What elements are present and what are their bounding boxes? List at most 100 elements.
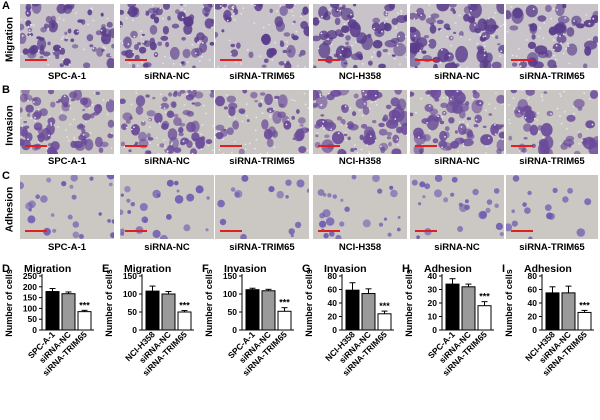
bar	[177, 311, 192, 331]
bar	[345, 289, 360, 331]
panel-letter: E	[102, 263, 109, 275]
scale-bar	[415, 59, 437, 61]
significance-label: ***	[179, 301, 190, 311]
scale-bar	[318, 230, 340, 232]
y-tick-label: 0	[432, 325, 437, 335]
y-tick-label: 40	[428, 271, 438, 281]
bar	[145, 290, 160, 331]
y-tick-label: 20	[528, 312, 538, 322]
y-tick-label: 50	[28, 314, 38, 324]
micrograph-migration-3	[215, 4, 309, 68]
scale-bar	[25, 59, 47, 61]
y-tick-label: 250	[23, 271, 37, 281]
panel-letter: F	[202, 263, 209, 275]
y-tick-label: 60	[528, 285, 538, 295]
micrograph-migration-2	[120, 4, 214, 68]
chart-title: Adhesion	[524, 263, 572, 275]
micrograph-migration-4	[313, 4, 407, 68]
chart-title: Migration	[24, 263, 71, 275]
y-axis-label: Number of cells	[4, 269, 14, 337]
micrograph-caption: SPC-A-1	[47, 242, 86, 253]
panel-letter: I	[502, 263, 505, 275]
bar	[561, 292, 576, 331]
y-tick-label: 150	[23, 293, 37, 303]
y-tick-label: 40	[328, 298, 338, 308]
micrograph-invasion-6	[506, 90, 598, 154]
y-tick-label: 150	[123, 271, 137, 281]
bar	[45, 291, 60, 331]
micrograph-adhesion-5	[410, 175, 504, 239]
y-tick-label: 0	[32, 325, 37, 335]
bar	[477, 305, 492, 331]
micrograph-adhesion-1	[20, 175, 114, 239]
micrograph-invasion-1	[20, 90, 114, 154]
chart-title: Migration	[124, 263, 171, 275]
scale-bar	[415, 145, 437, 147]
micrograph-invasion-3	[215, 90, 309, 154]
y-tick-label: 80	[528, 271, 538, 281]
significance-label: ***	[279, 298, 290, 308]
row-label-adhesion: Adhesion	[4, 186, 16, 233]
scale-bar	[220, 145, 242, 147]
scale-bar	[125, 145, 147, 147]
y-tick-label: 0	[132, 325, 137, 335]
bar	[61, 293, 76, 331]
micrograph-caption: SPC-A-1	[47, 71, 86, 82]
bar	[77, 311, 92, 331]
significance-label: ***	[479, 292, 490, 302]
y-axis-label: Number of cells	[404, 269, 414, 337]
chart-title: Invasion	[324, 263, 367, 275]
row-label-migration: Migration	[4, 17, 16, 62]
panel-letter: D	[2, 263, 10, 275]
panel-letter: H	[402, 263, 410, 275]
chart-title: Adhesion	[424, 263, 472, 275]
micrograph-caption: siRNA-TRIM65	[229, 156, 295, 167]
bar	[161, 293, 176, 331]
y-tick-label: 20	[428, 298, 438, 308]
y-axis-label: Number of cells	[304, 269, 314, 337]
y-tick-label: 30	[428, 285, 438, 295]
micrograph-caption: siRNA-NC	[434, 242, 480, 253]
bar	[577, 311, 592, 331]
micrograph-caption: NCI-H358	[338, 71, 382, 82]
y-tick-label: 0	[232, 325, 237, 335]
y-tick-label: 10	[428, 312, 438, 322]
bar	[545, 292, 560, 331]
y-tick-label: 150	[223, 271, 237, 281]
micrograph-caption: siRNA-TRIM65	[519, 71, 585, 82]
micrograph-caption: siRNA-NC	[434, 71, 480, 82]
micrograph-adhesion-6	[506, 175, 598, 239]
scale-bar	[125, 230, 147, 232]
scale-bar	[318, 145, 340, 147]
bar	[461, 286, 476, 331]
micrograph-caption: siRNA-NC	[144, 156, 190, 167]
micrograph-caption: siRNA-NC	[434, 156, 480, 167]
y-tick-label: 100	[223, 289, 237, 299]
scale-bar	[415, 230, 437, 232]
chart-title: Invasion	[224, 263, 267, 275]
panel-letter-c: C	[2, 170, 10, 182]
micrograph-migration-1	[20, 4, 114, 68]
panel-letter-a: A	[2, 0, 10, 12]
micrograph-caption: NCI-H358	[338, 242, 382, 253]
micrograph-caption: siRNA-TRIM65	[519, 242, 585, 253]
bar	[245, 289, 260, 331]
y-tick-label: 80	[328, 271, 338, 281]
significance-label: ***	[79, 300, 90, 310]
y-tick-label: 0	[332, 325, 337, 335]
y-axis-label: Number of cells	[104, 269, 114, 337]
y-tick-label: 100	[123, 289, 137, 299]
y-axis-label: Number of cells	[504, 269, 514, 337]
micrograph-caption: siRNA-TRIM65	[229, 242, 295, 253]
micrograph-caption: siRNA-TRIM65	[519, 156, 585, 167]
scale-bar	[220, 230, 242, 232]
scale-bar	[511, 59, 533, 61]
scale-bar	[25, 145, 47, 147]
significance-label: ***	[379, 301, 390, 311]
scale-bar	[511, 145, 533, 147]
bar	[445, 283, 460, 331]
y-tick-label: 20	[328, 312, 338, 322]
micrograph-adhesion-3	[215, 175, 309, 239]
y-tick-label: 40	[528, 298, 538, 308]
